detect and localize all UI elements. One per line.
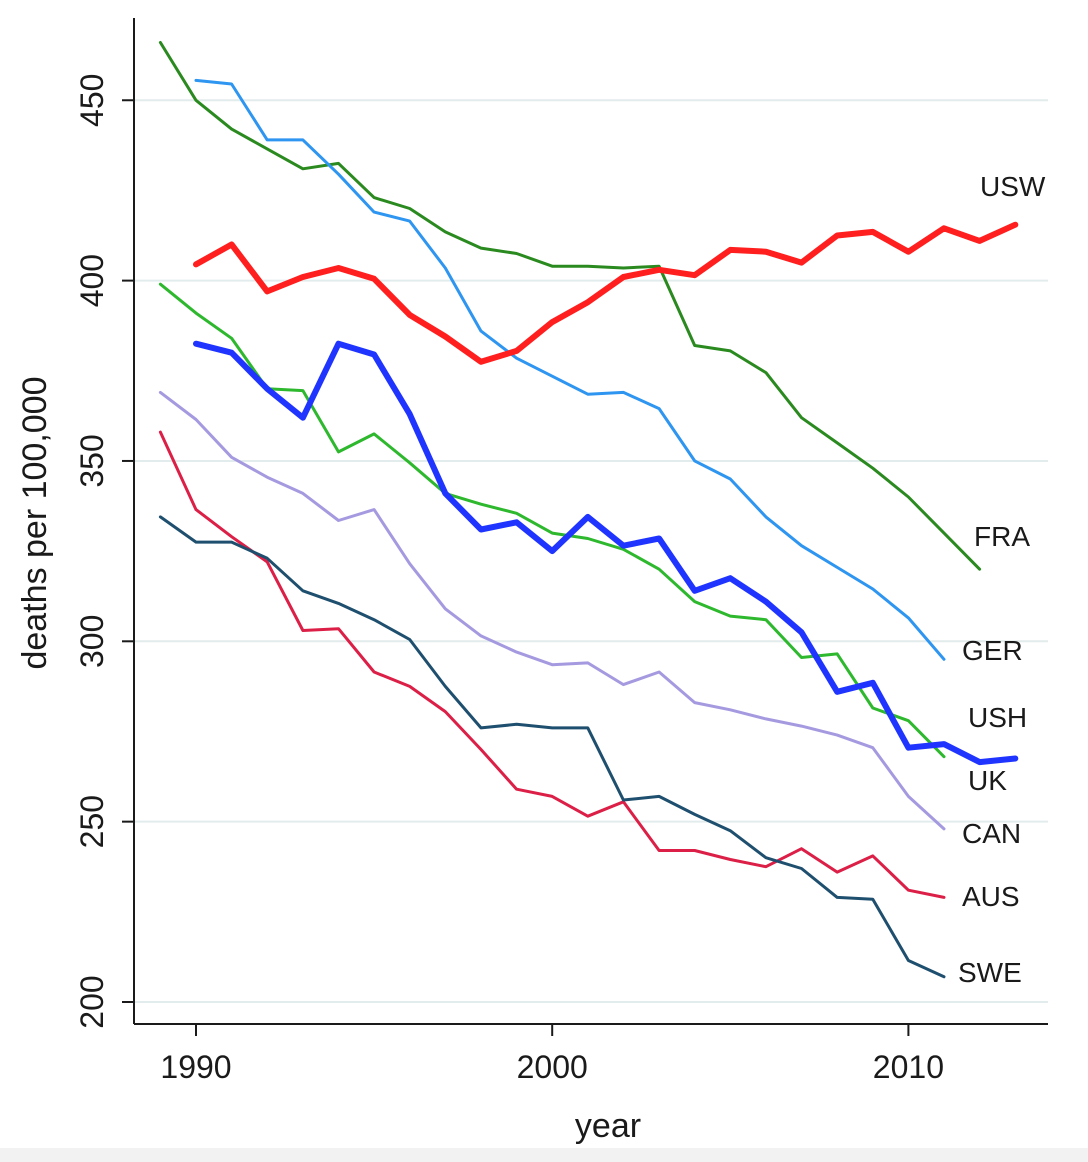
series-label-usw: USW xyxy=(980,171,1046,202)
y-tick-label-200: 200 xyxy=(74,975,110,1028)
series-labels: USW FRA GER USH UK CAN AUS SWE xyxy=(958,171,1046,988)
x-axis: 1990 2000 2010 xyxy=(134,1023,1048,1085)
series-line-aus xyxy=(158,430,946,899)
series-label-can: CAN xyxy=(962,818,1021,849)
series-lines xyxy=(158,41,1019,979)
series-label-ger: GER xyxy=(962,635,1023,666)
series-label-uk: UK xyxy=(968,765,1007,796)
series-label-swe: SWE xyxy=(958,957,1022,988)
series-label-fra: FRA xyxy=(974,521,1030,552)
x-axis-ticks: 1990 2000 2010 xyxy=(160,1024,944,1085)
gridlines xyxy=(134,99,1048,1003)
x-tick-label-1990: 1990 xyxy=(160,1049,231,1085)
series-line-fra xyxy=(158,41,982,571)
y-axis-ticks: 200 250 300 350 400 450 xyxy=(74,74,134,1029)
series-line-ush xyxy=(193,340,1019,766)
x-tick-label-2010: 2010 xyxy=(873,1049,944,1085)
y-tick-label-350: 350 xyxy=(74,434,110,487)
x-axis-title: year xyxy=(575,1107,641,1145)
y-axis-title: deaths per 100,000 xyxy=(16,376,54,669)
x-tick-label-2000: 2000 xyxy=(517,1049,588,1085)
y-tick-label-400: 400 xyxy=(74,254,110,307)
series-label-aus: AUS xyxy=(962,881,1020,912)
y-tick-label-300: 300 xyxy=(74,615,110,668)
y-axis: 200 250 300 350 400 450 xyxy=(74,18,135,1029)
series-line-can xyxy=(158,390,946,831)
y-tick-label-250: 250 xyxy=(74,795,110,848)
series-line-ger xyxy=(194,78,946,661)
y-tick-label-450: 450 xyxy=(74,74,110,127)
series-line-usw xyxy=(193,221,1019,365)
series-label-ush: USH xyxy=(968,702,1027,733)
bottom-band xyxy=(0,1148,1088,1162)
series-line-uk xyxy=(158,282,946,759)
series-line-swe xyxy=(158,515,946,979)
